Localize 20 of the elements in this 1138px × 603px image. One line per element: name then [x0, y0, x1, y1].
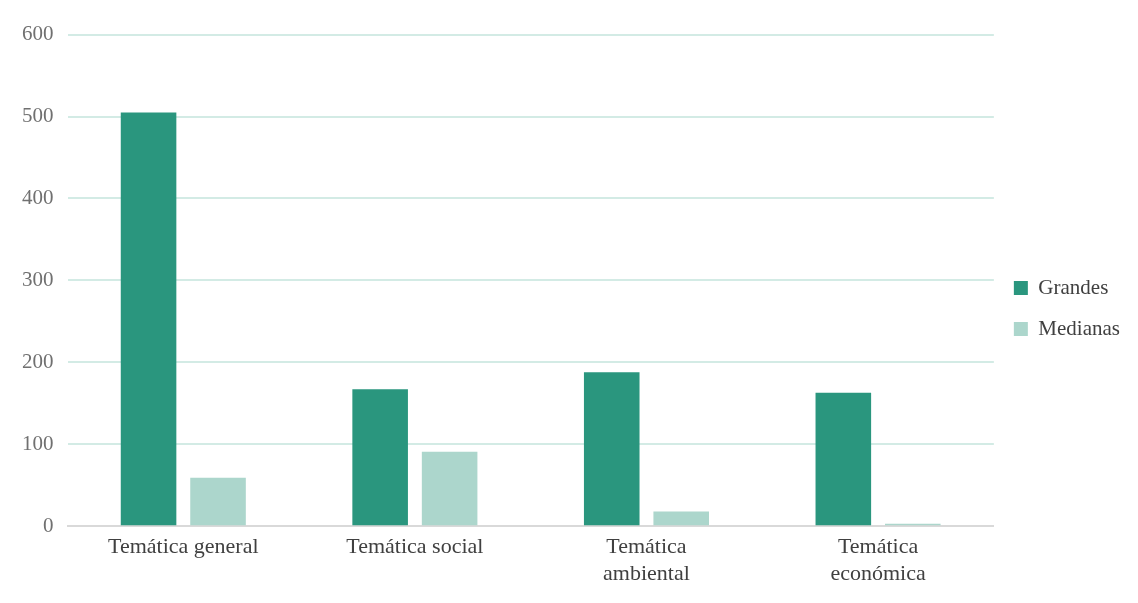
bar	[815, 392, 872, 526]
x-tick-label: Temática social	[346, 533, 484, 559]
bar	[421, 451, 478, 526]
y-tick-label: 100	[22, 430, 54, 455]
bar	[352, 389, 408, 526]
bar	[120, 112, 177, 526]
y-tick-label: 300	[22, 266, 54, 291]
y-tick-label: 200	[22, 348, 54, 373]
x-tick-label: Temática económica	[830, 533, 926, 585]
bar	[190, 477, 246, 526]
x-tick-label: Temática ambiental	[603, 533, 690, 585]
legend-label: Medianas	[1038, 315, 1121, 340]
bar	[583, 372, 640, 526]
legend-label: Grandes	[1038, 274, 1109, 299]
y-tick-label: 0	[43, 512, 54, 537]
y-tick-label: 600	[22, 21, 54, 46]
x-tick-label: Temática general	[108, 533, 259, 559]
bar	[653, 511, 709, 526]
y-tick-label: 500	[22, 103, 54, 128]
y-tick-label: 400	[22, 184, 54, 209]
